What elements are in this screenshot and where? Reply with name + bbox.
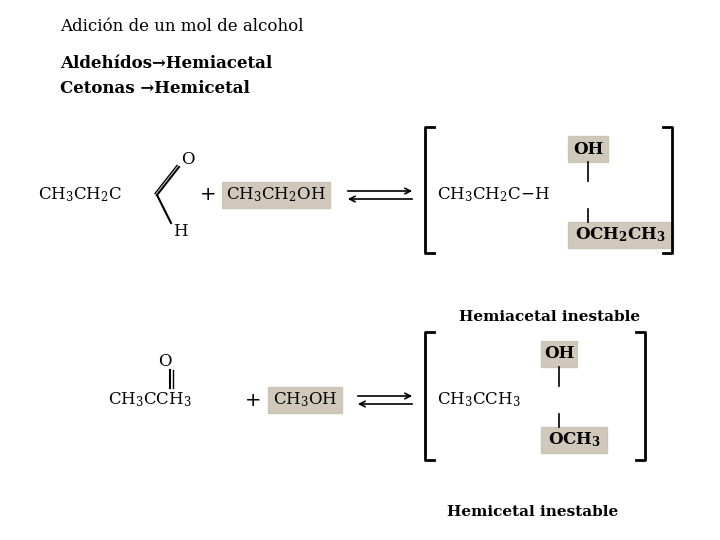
Text: $\mathregular{CH_3CCH_3}$: $\mathregular{CH_3CCH_3}$ — [437, 390, 521, 409]
Text: +: + — [245, 390, 261, 409]
Text: $\mathregular{CH_3OH}$: $\mathregular{CH_3OH}$ — [273, 390, 337, 409]
Text: Adición de un mol de alcohol: Adición de un mol de alcohol — [60, 18, 304, 35]
Text: OH: OH — [573, 140, 603, 158]
Bar — [568, 136, 608, 162]
Text: $\mathregular{OCH_3}$: $\mathregular{OCH_3}$ — [547, 431, 600, 449]
Bar — [222, 182, 330, 208]
Bar — [568, 222, 673, 248]
Bar — [268, 387, 342, 413]
Text: Cetonas →Hemicetal: Cetonas →Hemicetal — [60, 80, 250, 97]
Text: O: O — [158, 354, 172, 370]
Text: $\mathregular{CH_3CH_2C}$: $\mathregular{CH_3CH_2C}$ — [38, 186, 122, 204]
Text: $\mathregular{OCH_2CH_3}$: $\mathregular{OCH_2CH_3}$ — [575, 226, 665, 244]
Text: O: O — [181, 151, 194, 167]
Text: $\mathregular{CH_3CH_2OH}$: $\mathregular{CH_3CH_2OH}$ — [226, 186, 326, 204]
Text: $\mathregular{CH_3CCH_3}$: $\mathregular{CH_3CCH_3}$ — [108, 390, 192, 409]
Text: $\mathregular{CH_3CH_2C}$$\mathregular{-H}$: $\mathregular{CH_3CH_2C}$$\mathregular{-… — [437, 186, 550, 204]
Bar — [541, 427, 607, 453]
Text: OH: OH — [544, 346, 574, 362]
Text: Aldehídos→Hemiacetal: Aldehídos→Hemiacetal — [60, 55, 272, 72]
Bar — [541, 341, 577, 367]
Text: Hemicetal inestable: Hemicetal inestable — [447, 505, 618, 519]
Text: H: H — [173, 222, 188, 240]
Text: +: + — [199, 186, 216, 205]
Text: Hemiacetal inestable: Hemiacetal inestable — [459, 310, 641, 324]
